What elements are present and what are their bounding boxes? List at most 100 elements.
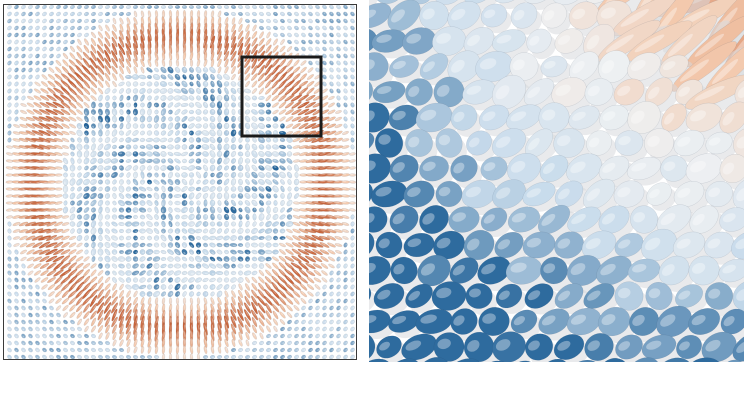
ellipsoid-glyph bbox=[343, 291, 348, 297]
glyph-highlight bbox=[292, 111, 298, 114]
ellipsoid-glyph bbox=[188, 206, 195, 214]
glyph-highlight bbox=[313, 104, 319, 107]
ellipsoid-glyph bbox=[84, 18, 89, 24]
ellipsoid-glyph bbox=[350, 88, 355, 94]
glyph-highlight bbox=[351, 61, 354, 64]
glyph-highlight bbox=[57, 69, 61, 73]
glyph-highlight bbox=[300, 222, 305, 225]
glyph-highlight bbox=[42, 48, 45, 50]
ellipsoid-glyph bbox=[21, 88, 26, 94]
ellipsoid-glyph bbox=[131, 221, 140, 227]
ellipsoid-glyph bbox=[258, 172, 265, 178]
ellipsoid-glyph bbox=[348, 166, 356, 170]
ellipsoid-glyph bbox=[230, 42, 237, 56]
ellipsoid-glyph bbox=[350, 25, 355, 31]
glyph-highlight bbox=[36, 257, 41, 260]
ellipsoid-glyph bbox=[139, 43, 146, 55]
glyph-highlight bbox=[345, 271, 348, 274]
ellipsoid-glyph bbox=[139, 291, 146, 297]
ellipsoid-glyph bbox=[84, 11, 89, 17]
ellipsoid-glyph bbox=[160, 263, 167, 269]
glyph-highlight bbox=[50, 278, 55, 281]
ellipsoid-glyph bbox=[62, 157, 69, 165]
glyph-highlight bbox=[107, 278, 110, 281]
glyph-highlight bbox=[42, 20, 45, 22]
ellipsoid-glyph bbox=[175, 59, 180, 67]
ellipsoid-glyph bbox=[91, 340, 96, 346]
glyph-highlight bbox=[231, 47, 234, 54]
ellipsoid-glyph bbox=[160, 192, 167, 200]
glyph-highlight bbox=[274, 244, 278, 247]
ellipsoid-glyph bbox=[7, 5, 12, 10]
glyph-highlight bbox=[92, 69, 96, 74]
glyph-highlight bbox=[252, 90, 255, 93]
glyph-highlight bbox=[190, 231, 194, 233]
glyph-highlight bbox=[141, 69, 144, 73]
ellipsoid-glyph bbox=[224, 58, 229, 68]
ellipsoid-glyph bbox=[329, 277, 334, 283]
ellipsoid-glyph bbox=[245, 213, 250, 221]
glyph-highlight bbox=[168, 152, 172, 155]
ellipsoid-glyph bbox=[271, 94, 280, 102]
glyph-highlight bbox=[274, 5, 277, 7]
ellipsoid-glyph bbox=[45, 123, 58, 129]
glyph-highlight bbox=[226, 131, 229, 134]
glyph-highlight bbox=[196, 159, 199, 162]
ellipsoid-glyph bbox=[244, 235, 251, 241]
glyph-highlight bbox=[335, 139, 340, 141]
ellipsoid-glyph bbox=[154, 206, 159, 214]
ellipsoid-glyph bbox=[305, 207, 316, 213]
ellipsoid-glyph bbox=[90, 165, 97, 171]
ellipsoid-glyph bbox=[181, 221, 188, 227]
glyph-highlight bbox=[154, 152, 158, 154]
glyph-highlight bbox=[134, 47, 137, 54]
glyph-highlight bbox=[211, 20, 213, 25]
ellipsoid-glyph bbox=[325, 214, 338, 220]
glyph-highlight bbox=[212, 214, 214, 218]
ellipsoid-glyph bbox=[167, 178, 174, 186]
ellipsoid-glyph bbox=[35, 53, 40, 59]
ellipsoid-glyph bbox=[202, 94, 209, 102]
glyph-highlight bbox=[134, 286, 138, 289]
glyph-highlight bbox=[260, 258, 264, 261]
ellipsoid-glyph bbox=[203, 199, 208, 207]
ellipsoid-glyph bbox=[112, 207, 117, 213]
glyph-highlight bbox=[112, 181, 115, 184]
ellipsoid-glyph bbox=[68, 242, 77, 248]
ellipsoid-glyph bbox=[68, 255, 77, 263]
ellipsoid-glyph bbox=[76, 234, 83, 242]
glyph-highlight bbox=[15, 265, 18, 268]
glyph-highlight bbox=[212, 187, 215, 191]
glyph-highlight bbox=[342, 194, 347, 197]
ellipsoid-glyph bbox=[98, 234, 103, 242]
ellipsoid-glyph bbox=[103, 57, 112, 69]
ellipsoid-glyph bbox=[133, 50, 138, 62]
ellipsoid-glyph bbox=[188, 102, 195, 108]
glyph-highlight bbox=[344, 47, 347, 50]
ellipsoid-glyph bbox=[223, 284, 230, 290]
glyph-highlight bbox=[343, 236, 347, 239]
glyph-highlight bbox=[15, 251, 17, 254]
ellipsoid-glyph bbox=[49, 53, 54, 59]
ellipsoid-glyph bbox=[194, 228, 203, 234]
ellipsoid-glyph bbox=[97, 122, 104, 130]
ellipsoid-glyph bbox=[131, 270, 140, 276]
glyph-highlight bbox=[71, 125, 75, 128]
ellipsoid-glyph bbox=[104, 87, 111, 95]
glyph-highlight bbox=[246, 258, 249, 261]
glyph-highlight bbox=[351, 33, 354, 36]
glyph-highlight bbox=[342, 167, 347, 169]
glyph-highlight bbox=[49, 41, 52, 43]
glyph-highlight bbox=[162, 159, 165, 161]
ellipsoid-glyph bbox=[223, 157, 230, 165]
ellipsoid-glyph bbox=[334, 229, 343, 233]
ellipsoid-glyph bbox=[181, 172, 188, 178]
glyph-highlight bbox=[21, 13, 24, 15]
ellipsoid-glyph bbox=[336, 53, 341, 59]
ellipsoid-glyph bbox=[47, 74, 56, 80]
glyph-highlight bbox=[118, 152, 123, 155]
glyph-highlight bbox=[50, 104, 56, 108]
glyph-highlight bbox=[323, 19, 326, 22]
ellipsoid-field-overview bbox=[5, 5, 356, 359]
glyph-highlight bbox=[183, 230, 186, 233]
